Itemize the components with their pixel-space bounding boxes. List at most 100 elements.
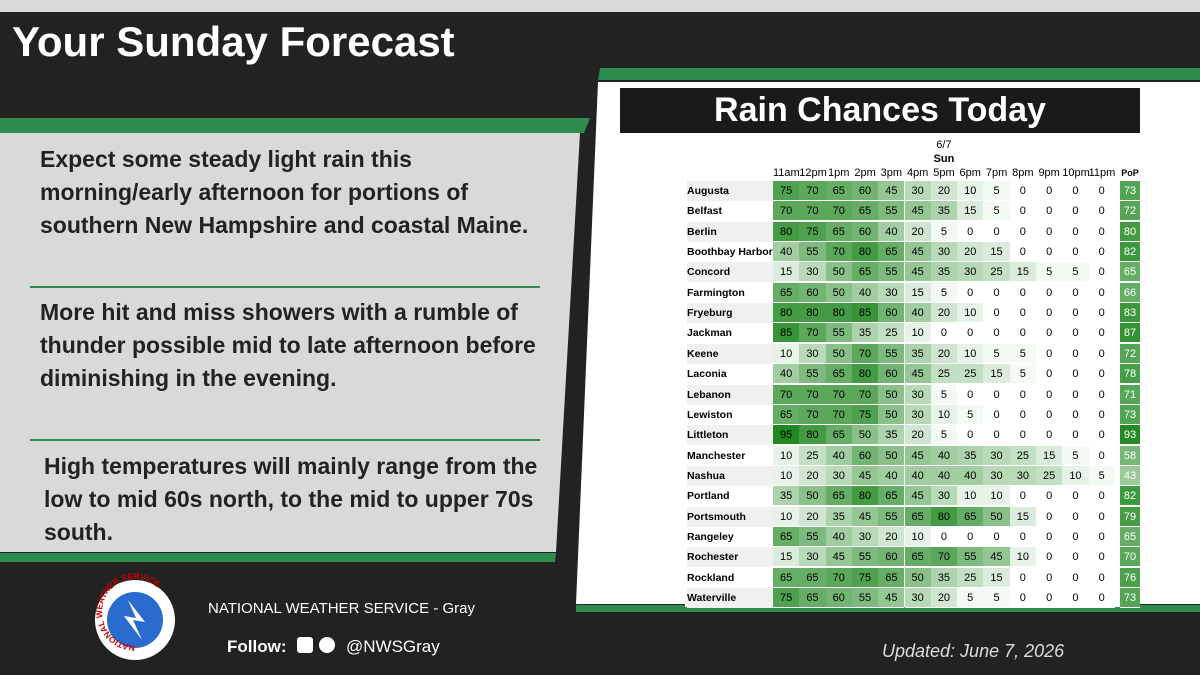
cell: 0 bbox=[1088, 282, 1115, 303]
cell: 10 bbox=[773, 343, 800, 364]
cell: 0 bbox=[1088, 323, 1115, 344]
cell: 0 bbox=[1009, 323, 1036, 344]
cell: 15 bbox=[904, 282, 931, 303]
hour: 2pm bbox=[854, 167, 876, 179]
cell: 35 bbox=[930, 201, 958, 222]
pop: 73 bbox=[1120, 588, 1140, 608]
cell: 0 bbox=[930, 323, 958, 344]
cell: 25 bbox=[1009, 445, 1036, 466]
cell: 0 bbox=[1088, 384, 1115, 405]
cell: 60 bbox=[851, 221, 879, 242]
cell: 55 bbox=[878, 201, 905, 222]
cell: 30 bbox=[930, 486, 958, 507]
pop: 82 bbox=[1120, 242, 1140, 263]
cell: 45 bbox=[878, 181, 905, 201]
cell: 0 bbox=[1062, 303, 1089, 324]
cell: 15 bbox=[983, 242, 1010, 263]
cell: 40 bbox=[904, 465, 931, 486]
cell: 0 bbox=[957, 282, 984, 303]
cell: 0 bbox=[957, 323, 984, 344]
cell: 5 bbox=[930, 384, 958, 405]
cell: 0 bbox=[1088, 221, 1115, 242]
cell: 75 bbox=[799, 221, 826, 242]
cell: 45 bbox=[851, 465, 879, 486]
cell: 70 bbox=[851, 384, 879, 405]
row-name: Lewiston bbox=[687, 404, 775, 425]
cell: 30 bbox=[878, 282, 905, 303]
pop: 93 bbox=[1120, 425, 1140, 446]
cell: 0 bbox=[1036, 201, 1063, 222]
cell: 60 bbox=[851, 445, 879, 466]
cell: 55 bbox=[878, 506, 905, 527]
cell: 5 bbox=[1009, 343, 1036, 364]
cell: 65 bbox=[773, 282, 800, 303]
hour: 9pm bbox=[1038, 167, 1060, 179]
cell: 20 bbox=[930, 303, 958, 324]
cell: 40 bbox=[825, 445, 852, 466]
cell: 25 bbox=[878, 323, 905, 344]
row-name: Littleton bbox=[687, 425, 775, 446]
row-name: Augusta bbox=[687, 181, 775, 201]
cell: 30 bbox=[930, 242, 958, 263]
cell: 20 bbox=[799, 506, 826, 527]
cell: 0 bbox=[1062, 282, 1089, 303]
cell: 5 bbox=[957, 588, 984, 608]
cell: 65 bbox=[825, 181, 852, 201]
cell: 35 bbox=[878, 425, 905, 446]
date: 6/7 bbox=[936, 139, 952, 151]
cell: 70 bbox=[825, 384, 852, 405]
cell: 0 bbox=[1062, 567, 1089, 588]
cell: 35 bbox=[851, 323, 879, 344]
cell: 15 bbox=[773, 547, 800, 568]
cell: 0 bbox=[1062, 364, 1089, 385]
cell: 0 bbox=[1062, 343, 1089, 364]
cell: 10 bbox=[773, 445, 800, 466]
cell: 20 bbox=[930, 181, 958, 201]
cell: 0 bbox=[957, 425, 984, 446]
cell: 35 bbox=[904, 343, 931, 364]
cell: 10 bbox=[957, 181, 984, 201]
cell: 45 bbox=[904, 445, 931, 466]
follow: Follow: bbox=[227, 637, 287, 656]
cell: 80 bbox=[851, 364, 879, 385]
cell: 50 bbox=[878, 384, 905, 405]
cell: 20 bbox=[930, 588, 958, 608]
cell: 65 bbox=[825, 221, 852, 242]
cell: 65 bbox=[957, 506, 984, 527]
pop: 73 bbox=[1120, 181, 1140, 201]
row-name: Portland bbox=[687, 486, 775, 507]
cell: 20 bbox=[930, 343, 958, 364]
cell: 0 bbox=[1036, 567, 1063, 588]
cell: 40 bbox=[773, 364, 800, 385]
cell: 50 bbox=[825, 282, 852, 303]
cell: 10 bbox=[957, 486, 984, 507]
handle[interactable]: @NWSGray bbox=[346, 637, 440, 656]
row-name: Belfast bbox=[687, 201, 775, 222]
cell: 45 bbox=[825, 547, 852, 568]
cell: 80 bbox=[825, 303, 852, 324]
cell: 40 bbox=[930, 445, 958, 466]
cell: 70 bbox=[930, 547, 958, 568]
cell: 60 bbox=[878, 547, 905, 568]
cell: 0 bbox=[1036, 343, 1063, 364]
cell: 50 bbox=[851, 425, 879, 446]
cell: 0 bbox=[1009, 242, 1036, 263]
row-name: Rockland bbox=[687, 567, 775, 588]
cell: 65 bbox=[904, 547, 931, 568]
hour: 4pm bbox=[906, 167, 929, 179]
row-name: Rangeley bbox=[687, 526, 775, 547]
cell: 35 bbox=[930, 567, 958, 588]
cell: 0 bbox=[1062, 221, 1089, 242]
cell: 60 bbox=[878, 303, 905, 324]
cell: 10 bbox=[904, 323, 931, 344]
cell: 15 bbox=[983, 364, 1010, 385]
cell: 55 bbox=[799, 526, 826, 547]
cell: 70 bbox=[825, 242, 852, 263]
row-name: Rochester bbox=[687, 547, 775, 568]
cell: 0 bbox=[1036, 486, 1063, 507]
cell: 5 bbox=[957, 404, 984, 425]
cell: 0 bbox=[1009, 221, 1036, 242]
cell: 0 bbox=[1036, 384, 1063, 405]
cell: 20 bbox=[957, 242, 984, 263]
